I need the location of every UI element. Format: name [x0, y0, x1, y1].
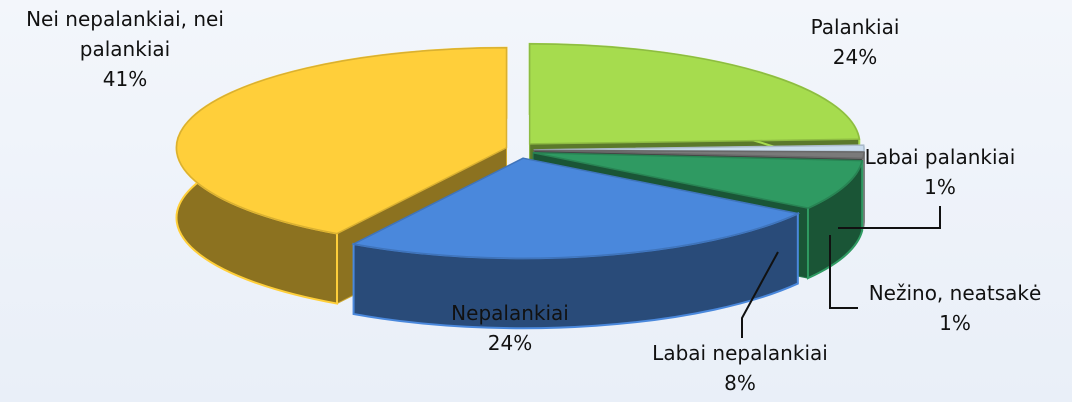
value-label: 8%	[724, 371, 756, 395]
slice-label: Labai palankiai 1%	[850, 142, 1030, 202]
value-label: 24%	[832, 45, 878, 69]
slice-top	[528, 43, 861, 145]
category-label: Nepalankiai	[451, 301, 569, 325]
slice-label: Nei nepalankiai, nei palankiai 41%	[0, 4, 250, 94]
leader-line	[741, 251, 779, 338]
slice-top	[533, 149, 865, 160]
value-label: 1%	[939, 311, 971, 335]
slices	[175, 42, 865, 330]
category-label: Nei nepalankiai, nei palankiai	[26, 7, 224, 61]
category-label: Palankiai	[810, 15, 900, 39]
value-label: 24%	[487, 331, 533, 355]
category-label: Nežino, neatsakė	[868, 281, 1042, 305]
value-label: 41%	[102, 67, 148, 91]
slice-label: Nežino, neatsakė 1%	[855, 278, 1055, 338]
category-label: Labai nepalankiai	[652, 341, 828, 365]
slice-label: Labai nepalankiai 8%	[630, 338, 850, 398]
leader-line	[829, 235, 858, 309]
category-label: Labai palankiai	[864, 145, 1016, 169]
slice-top	[351, 157, 801, 259]
slice-label: Nepalankiai 24%	[430, 298, 590, 358]
leader-line	[838, 206, 941, 229]
slice-top	[533, 151, 864, 209]
slice	[175, 46, 508, 305]
slice	[351, 157, 801, 330]
slice-top	[175, 47, 508, 235]
slice-label: Palankiai 24%	[775, 12, 935, 72]
value-label: 1%	[924, 175, 956, 199]
